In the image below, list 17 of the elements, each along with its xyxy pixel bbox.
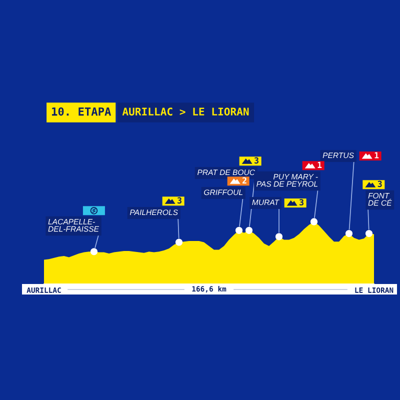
text: 3 xyxy=(378,180,382,188)
point xyxy=(245,226,253,234)
point xyxy=(90,248,98,256)
chart-subtitle: AURILLAC > LE LIORAN xyxy=(122,108,249,116)
point xyxy=(365,230,373,238)
text: 1 xyxy=(374,152,379,158)
point xyxy=(310,218,318,226)
text: 3 xyxy=(254,157,258,164)
chart-title: 10. ETAPA xyxy=(52,107,112,116)
text: 1 xyxy=(318,162,322,168)
point xyxy=(275,233,283,240)
point xyxy=(345,230,353,238)
point xyxy=(235,226,243,234)
point xyxy=(175,238,183,246)
text: 3 xyxy=(178,197,182,204)
text: 3 xyxy=(300,199,304,206)
text: 2 xyxy=(242,177,246,184)
